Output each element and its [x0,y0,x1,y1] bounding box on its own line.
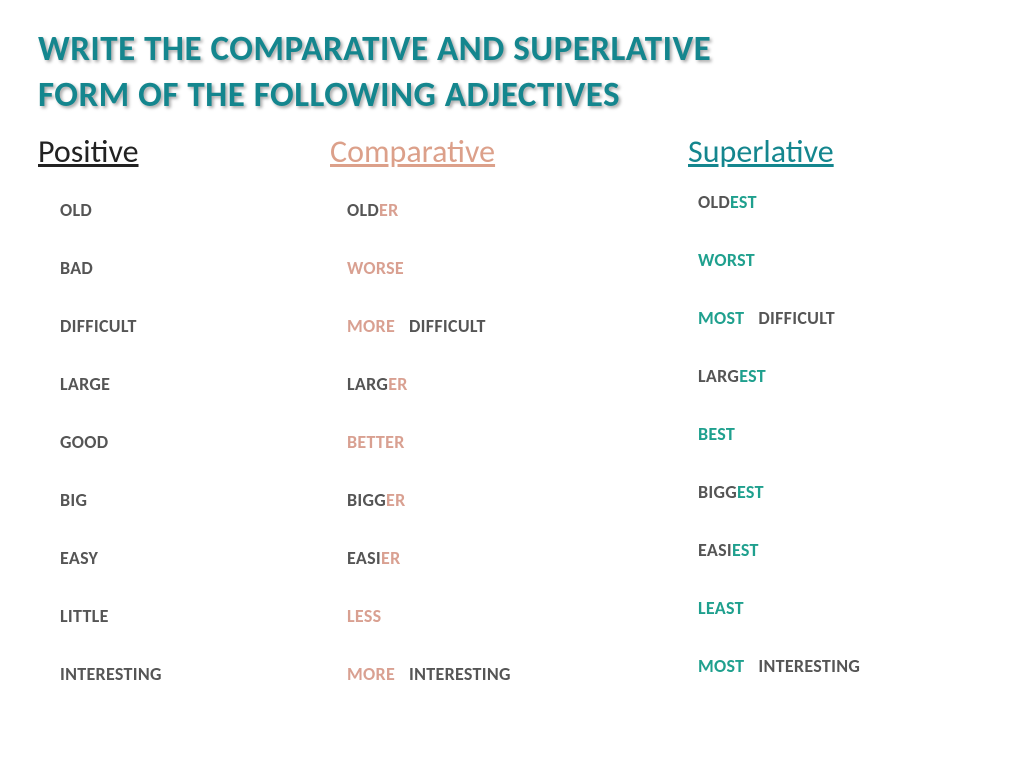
cell-superlative: LEAST [698,597,860,657]
slide-title-line1: Write the comparative and superlative [38,28,986,72]
cell-positive: GOOD [60,431,162,489]
cell-comparative: BETTER [347,431,511,489]
cell-superlative: WORST [698,249,860,309]
column-comparative: OLDER WORSE MOREDIFFICULT LARGER BETTER … [347,199,511,721]
cell-comparative: LESS [347,605,511,663]
cell-superlative: MOSTINTERESTING [698,655,860,715]
cell-positive: BAD [60,257,162,315]
adjective-table: OLD BAD DIFFICULT LARGE GOOD BIG EASY LI… [38,199,986,739]
cell-positive: OLD [60,199,162,257]
cell-comparative: OLDER [347,199,511,257]
header-comparative: Comparative [330,132,688,171]
cell-positive: EASY [60,547,162,605]
cell-positive: LARGE [60,373,162,431]
cell-superlative: BIGGEST [698,481,860,541]
cell-positive: BIG [60,489,162,547]
cell-comparative: BIGGER [347,489,511,547]
cell-comparative: EASIER [347,547,511,605]
cell-positive: LITTLE [60,605,162,663]
cell-comparative: LARGER [347,373,511,431]
column-positive: OLD BAD DIFFICULT LARGE GOOD BIG EASY LI… [60,199,162,721]
cell-superlative: BEST [698,423,860,483]
cell-comparative: MOREDIFFICULT [347,315,511,373]
cell-comparative: WORSE [347,257,511,315]
header-superlative: Superlative [688,132,834,171]
cell-superlative: LARGEST [698,365,860,425]
column-superlative: OLDEST WORST MOSTDIFFICULT LARGEST BEST … [698,193,860,715]
cell-superlative: MOSTDIFFICULT [698,307,860,367]
header-positive: Positive [38,132,330,171]
cell-superlative: OLDEST [698,191,860,251]
column-headers: Positive Comparative Superlative [38,132,986,171]
cell-superlative: EASIEST [698,539,860,599]
slide-title-line2: form of the following adjectives [38,74,986,118]
cell-positive: INTERESTING [60,663,162,721]
cell-positive: DIFFICULT [60,315,162,373]
cell-comparative: MOREINTERESTING [347,663,511,721]
